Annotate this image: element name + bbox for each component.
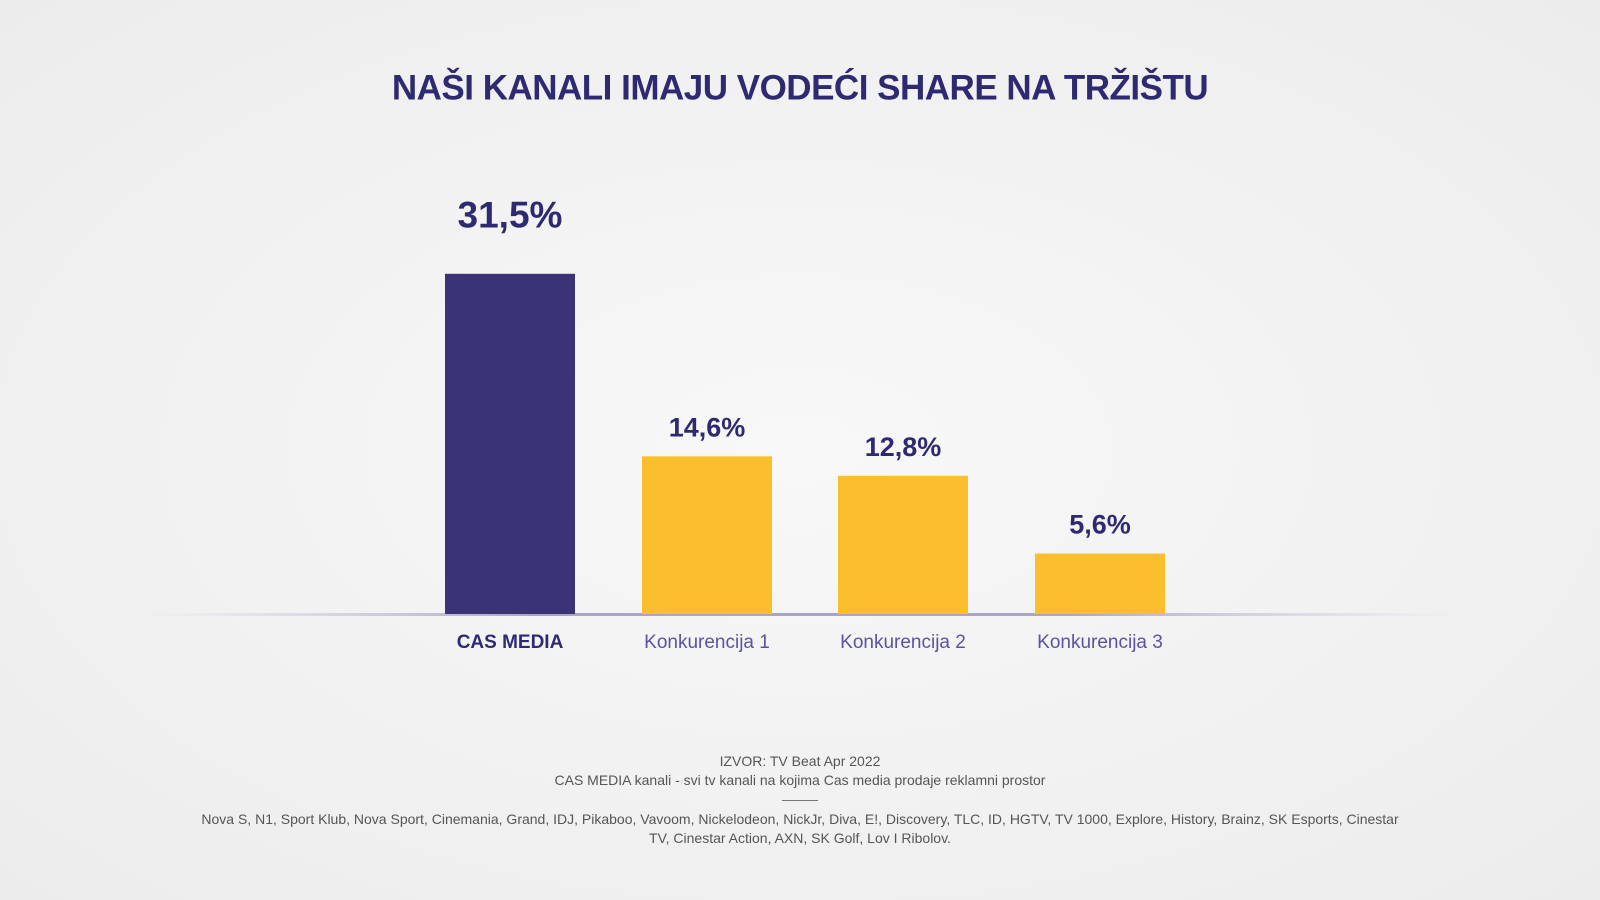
bar bbox=[642, 456, 772, 614]
x-tick-label: Konkurencija 3 bbox=[1037, 632, 1163, 653]
x-tick-label: Konkurencija 1 bbox=[644, 632, 770, 653]
x-tick-label: CAS MEDIA bbox=[457, 632, 564, 653]
baseline bbox=[140, 613, 1460, 616]
note: CAS MEDIA kanali - svi tv kanali na koji… bbox=[554, 772, 1046, 788]
value-label: 31,5% bbox=[458, 195, 563, 236]
source: IZVOR: TV Beat Apr 2022 bbox=[719, 753, 881, 769]
bar bbox=[445, 273, 575, 614]
value-label: 12,8% bbox=[865, 432, 942, 462]
chart-title: NAŠI KANALI IMAJU VODEĆI SHARE NA TRŽIŠT… bbox=[392, 67, 1208, 107]
value-label: 14,6% bbox=[669, 412, 746, 442]
bar bbox=[1035, 553, 1165, 614]
separator bbox=[782, 800, 818, 801]
value-label: 5,6% bbox=[1069, 510, 1131, 540]
bar bbox=[838, 475, 968, 614]
channel-list: Nova S, N1, Sport Klub, Nova Sport, Cine… bbox=[201, 811, 1399, 846]
x-tick-label: Konkurencija 2 bbox=[840, 632, 966, 653]
